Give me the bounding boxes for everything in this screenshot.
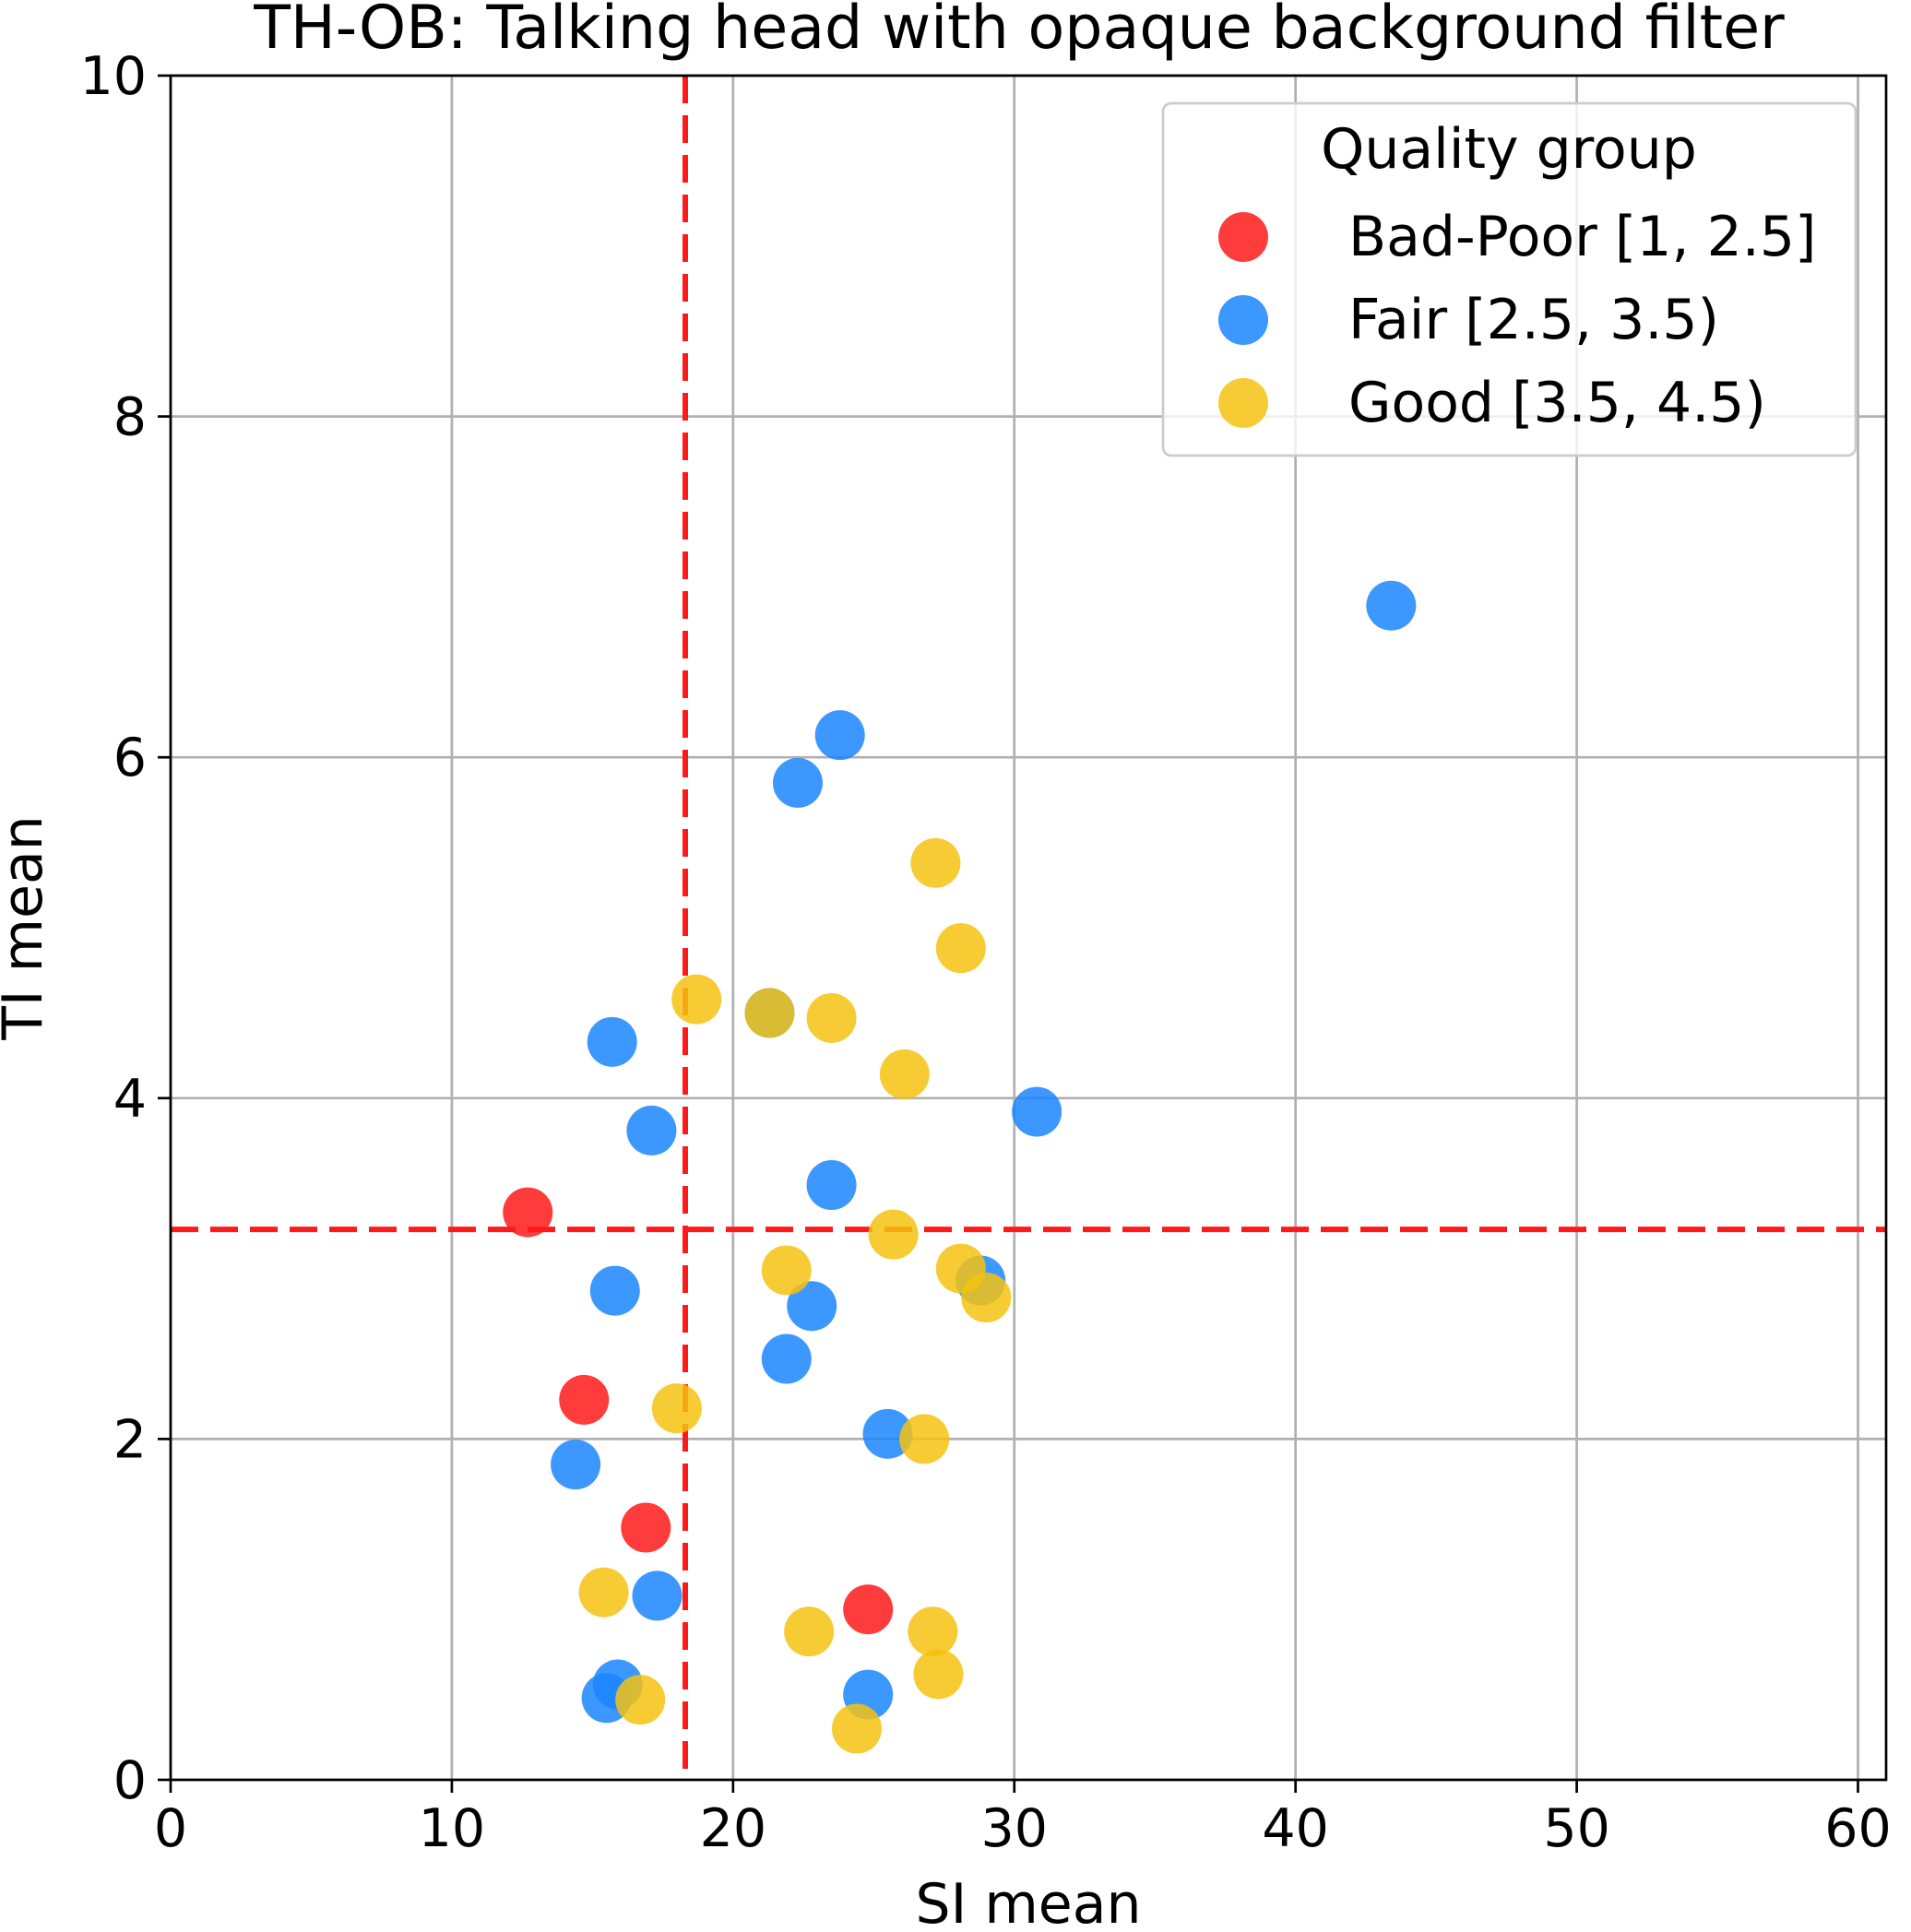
- legend-label-series-2: Fair [2.5, 3.5): [1348, 288, 1719, 352]
- data-point-series-2: [862, 1408, 913, 1459]
- data-point-series-3: [651, 1383, 702, 1434]
- data-point-series-3: [868, 1209, 919, 1260]
- x-tick-label: 20: [700, 1798, 767, 1859]
- y-tick-label: 6: [113, 728, 147, 788]
- data-point-series-1: [503, 1187, 553, 1238]
- data-point-series-3: [671, 974, 722, 1025]
- data-point-series-1: [559, 1374, 610, 1425]
- data-point-series-2: [772, 757, 823, 808]
- data-point-series-2: [589, 1265, 640, 1316]
- data-point-series-2: [626, 1105, 677, 1156]
- chart-title: TH-OB: Talking head with opaque backgrou…: [253, 0, 1785, 63]
- plot-frame: [169, 74, 1888, 1782]
- x-tick-label: 50: [1543, 1798, 1610, 1859]
- data-point-series-3: [913, 1649, 964, 1700]
- data-point-series-3: [910, 837, 961, 888]
- x-axis-label: SI mean: [915, 1872, 1141, 1932]
- reference-lines: [171, 76, 1886, 1780]
- y-tick-label: 2: [113, 1409, 147, 1470]
- data-point-series-3: [784, 1606, 835, 1657]
- data-point-series-2: [787, 1281, 837, 1332]
- data-points: [503, 580, 1417, 1754]
- data-point-series-3: [806, 992, 857, 1043]
- legend-label-series-3: Good [3.5, 4.5): [1348, 371, 1766, 435]
- data-point-series-2: [632, 1570, 682, 1621]
- legend-title: Quality group: [1321, 117, 1697, 182]
- data-point-series-1: [843, 1584, 894, 1635]
- data-point-series-3: [879, 1049, 930, 1099]
- data-point-series-2: [814, 710, 865, 761]
- legend-marker-series-3: [1218, 378, 1268, 428]
- x-tick-label: 0: [154, 1798, 187, 1859]
- data-point-series-2: [761, 1333, 812, 1384]
- data-point-series-3: [761, 1245, 812, 1296]
- legend-marker-series-2: [1218, 295, 1268, 345]
- x-tick-label: 60: [1824, 1798, 1892, 1859]
- y-axis-label: TI mean: [0, 815, 55, 1041]
- data-point-series-2: [1012, 1086, 1062, 1137]
- data-point-series-3: [961, 1273, 1012, 1323]
- data-point-series-3: [935, 923, 986, 974]
- data-point-series-1: [621, 1502, 671, 1553]
- data-point-series-3: [899, 1414, 950, 1464]
- y-tick-label: 10: [79, 46, 147, 107]
- data-point-series-2: [587, 1016, 637, 1067]
- data-point-series-3: [744, 988, 795, 1038]
- data-point-series-3: [578, 1567, 629, 1618]
- x-tick-label: 10: [419, 1798, 486, 1859]
- data-point-series-2: [551, 1440, 601, 1490]
- y-tick-label: 0: [113, 1750, 147, 1811]
- data-point-series-3: [908, 1606, 958, 1657]
- legend-marker-series-1: [1218, 212, 1268, 262]
- legend-box: [1161, 101, 1858, 457]
- data-point-series-2: [1366, 580, 1417, 631]
- data-point-series-3: [615, 1675, 666, 1725]
- y-tick-label: 8: [113, 387, 147, 448]
- legend: Quality group Bad-Poor [1, 2.5] Fair [2.5…: [1161, 101, 1858, 457]
- y-tick-label: 4: [113, 1069, 147, 1130]
- axis-ticks: 0 10 20 30 40 50 60 0 2 4 6 8 10: [79, 46, 1891, 1859]
- data-point-series-3: [832, 1703, 882, 1754]
- x-tick-label: 30: [980, 1798, 1048, 1859]
- legend-label-series-1: Bad-Poor [1, 2.5]: [1348, 205, 1816, 269]
- x-tick-label: 40: [1262, 1798, 1329, 1859]
- data-point-series-2: [806, 1160, 857, 1211]
